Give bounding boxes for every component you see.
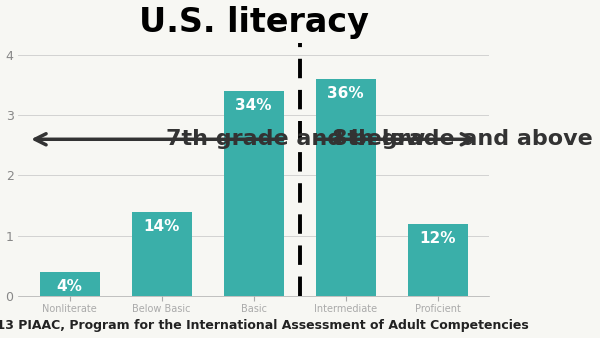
Text: 7th grade and below: 7th grade and below xyxy=(166,129,425,149)
Bar xyxy=(40,272,100,296)
Bar xyxy=(316,79,376,296)
Title: U.S. literacy: U.S. literacy xyxy=(139,5,368,39)
Bar xyxy=(408,224,467,296)
Text: 34%: 34% xyxy=(235,98,272,113)
Text: 14%: 14% xyxy=(143,219,180,234)
Text: 12%: 12% xyxy=(419,231,456,246)
X-axis label: 2013 PIAAC, Program for the International Assessment of Adult Competencies: 2013 PIAAC, Program for the Internationa… xyxy=(0,319,529,333)
Bar xyxy=(132,212,191,296)
Text: 36%: 36% xyxy=(328,86,364,101)
Text: 8th grade and above: 8th grade and above xyxy=(332,129,593,149)
Bar xyxy=(224,91,284,296)
Text: 4%: 4% xyxy=(57,279,83,294)
